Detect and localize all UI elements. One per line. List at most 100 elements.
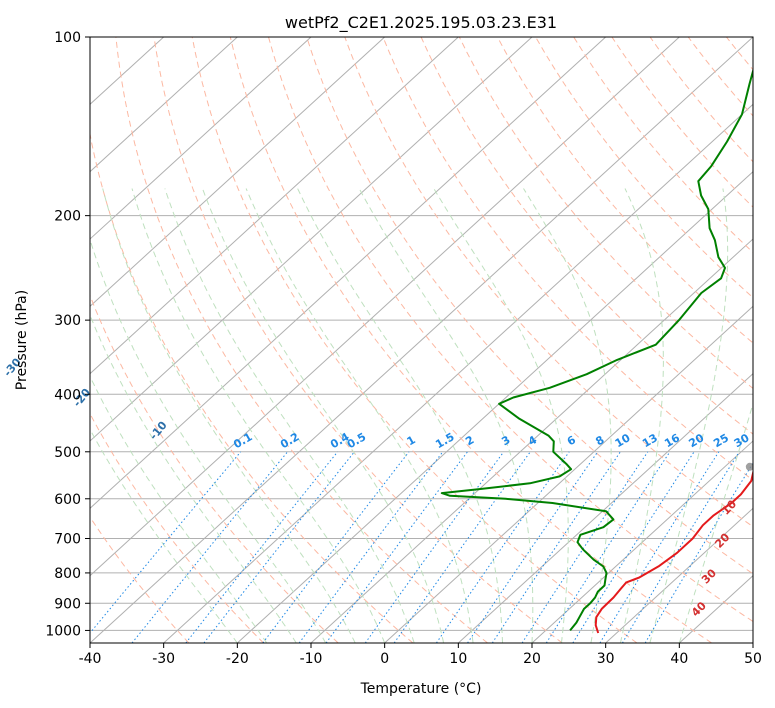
dry-adiabat-line xyxy=(115,37,488,643)
moist-adiabat-line xyxy=(619,188,664,643)
y-tick-label: 1000 xyxy=(45,623,81,639)
mixing-ratio-line xyxy=(393,451,531,643)
x-tick-label: 30 xyxy=(597,651,615,667)
y-tick-label: 500 xyxy=(54,445,81,461)
x-tick-label: 0 xyxy=(380,651,389,667)
dry-adiabat-line xyxy=(420,37,753,435)
moist-adiabat-label: 30 xyxy=(699,566,719,586)
moist-adiabat-line xyxy=(90,313,297,643)
mixing-ratio-line xyxy=(131,451,288,643)
dry-adiabat-line xyxy=(649,37,753,163)
moist-adiabat-line xyxy=(131,188,386,643)
isotherm-line xyxy=(236,170,753,643)
mixing-ratio-label: 0.2 xyxy=(278,430,301,451)
isotherm-line xyxy=(384,305,753,643)
mixing-ratio-line xyxy=(599,451,720,643)
y-tick-label: 200 xyxy=(54,209,81,225)
mixing-ratio-label: 1.5 xyxy=(433,430,456,451)
mixing-ratio-line xyxy=(364,451,505,643)
y-tick-label: 100 xyxy=(54,30,81,46)
mixing-ratio-label: 1 xyxy=(405,433,418,448)
mixing-ratio-line xyxy=(90,451,242,634)
axes: -40 -30 -20 -10 0 10 20 30 40 50 100 200 300 400 500 60… xyxy=(45,30,762,667)
isotherm-line xyxy=(90,37,386,308)
mixing-ratio-line xyxy=(435,451,570,643)
isotherm-line xyxy=(90,37,238,173)
isotherm-line xyxy=(163,103,753,643)
dry-adiabat-line xyxy=(765,37,775,643)
dry-adiabat-line xyxy=(344,37,753,528)
isotherm-line xyxy=(605,507,753,643)
mixing-ratio-label: 2 xyxy=(463,433,476,448)
dry-adiabat-line xyxy=(90,516,190,643)
isotherm-line xyxy=(531,440,753,643)
dry-adiabat-line xyxy=(573,37,753,254)
moist-adiabat-line xyxy=(90,375,268,643)
moist-adiabat-line xyxy=(433,188,569,643)
chart-title: wetPf2_C2E1.2025.195.03.23.E31 xyxy=(285,13,557,33)
isotherm-line xyxy=(310,238,753,643)
dry-adiabat-line xyxy=(191,37,638,643)
dry-adiabat-line xyxy=(458,37,753,390)
isotherm-line xyxy=(457,372,753,643)
mixing-ratio-label: 0.5 xyxy=(345,430,368,451)
mixing-ratio-label: 10 xyxy=(613,431,633,450)
moist-adiabat-line xyxy=(164,188,415,643)
dry-adiabat-line xyxy=(687,37,753,117)
mixing-ratio-line xyxy=(185,451,338,643)
mixing-ratio-line xyxy=(262,451,410,643)
y-axis-label: Pressure (hPa) xyxy=(14,290,30,390)
isotherm-line xyxy=(752,642,753,643)
moist-adiabat-line xyxy=(90,237,327,643)
y-tick-label: 700 xyxy=(54,532,81,548)
moist-adiabat-line xyxy=(245,188,474,643)
x-tick-label: 40 xyxy=(670,651,688,667)
dry-adiabat-line xyxy=(153,37,563,643)
mixing-ratio-lines xyxy=(90,451,753,643)
moist-adiabat-line xyxy=(90,428,238,643)
moist-adiabats xyxy=(90,188,753,643)
isotherm-line xyxy=(90,37,680,577)
y-tick-label: 800 xyxy=(54,566,81,582)
isotherm-line xyxy=(90,37,312,240)
dry-adiabat-line xyxy=(382,37,753,481)
parcel-marker xyxy=(745,462,753,471)
mixing-ratio-label: 25 xyxy=(711,431,731,450)
moist-adiabat-line xyxy=(678,402,753,643)
mixing-ratio-label: 16 xyxy=(662,431,682,450)
plot-frame xyxy=(89,36,754,644)
x-tick-label: 10 xyxy=(449,651,467,667)
x-tick-label: -20 xyxy=(226,651,249,667)
mixing-ratio-label: 0.1 xyxy=(231,430,254,451)
moist-adiabat-line xyxy=(523,188,612,643)
y-tick-label: 300 xyxy=(54,313,81,329)
dry-adiabat-line xyxy=(90,412,264,643)
isotherm-grid xyxy=(90,37,753,643)
dry-adiabat-line xyxy=(229,37,712,643)
mixing-ratio-label: 8 xyxy=(593,433,606,448)
isobar-grid xyxy=(90,37,753,631)
dry-adiabat-line xyxy=(496,37,753,344)
dewpoint-profile-line xyxy=(440,67,753,632)
dry-adiabat-line xyxy=(535,37,753,299)
mixing-ratio-label: 13 xyxy=(640,431,660,450)
isotherm-line xyxy=(90,37,753,643)
mixing-ratio-label: 3 xyxy=(499,433,512,448)
temperature-profile-line xyxy=(594,469,753,634)
moist-adiabat-line xyxy=(649,188,729,643)
mixing-ratio-line xyxy=(644,462,753,643)
isotherm-line xyxy=(90,37,533,442)
moist-adiabat-line xyxy=(102,188,356,643)
mixing-ratio-line xyxy=(572,451,695,643)
x-tick-label: -10 xyxy=(300,651,323,667)
mixing-ratio-label: 30 xyxy=(732,431,752,450)
x-tick-label: 20 xyxy=(523,651,541,667)
y-tick-label: 600 xyxy=(54,492,81,508)
x-tick-label: -40 xyxy=(79,651,102,667)
y-tick-label: 900 xyxy=(54,596,81,612)
isotherm-line xyxy=(90,37,607,510)
mixing-ratio-line xyxy=(545,451,671,643)
mixing-ratio-line xyxy=(467,451,599,643)
moist-adiabat-label: 10 xyxy=(719,497,739,517)
